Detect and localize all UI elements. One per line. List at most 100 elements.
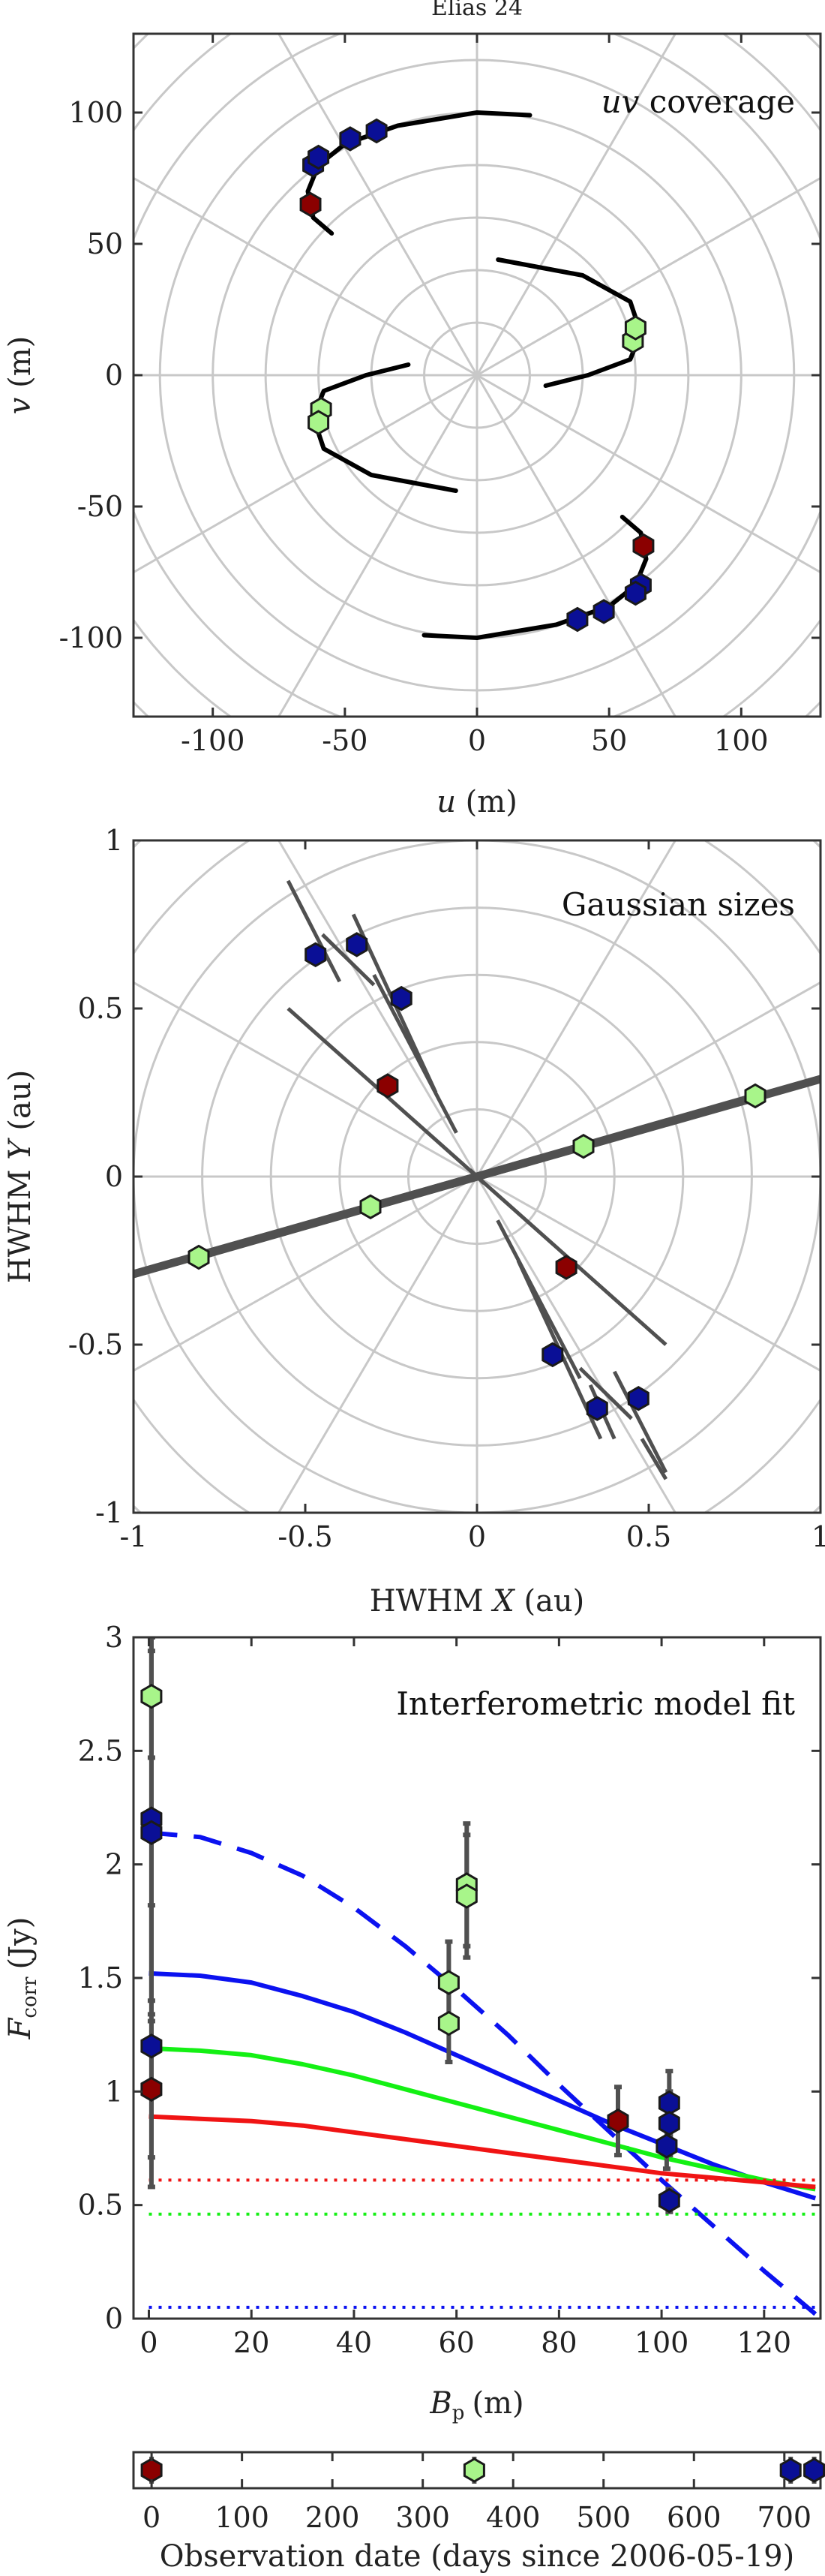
sizes-point-blue bbox=[627, 1385, 650, 1411]
uv-y-axis-var: v bbox=[3, 397, 38, 414]
fit-point-green bbox=[455, 1883, 478, 1909]
sizes-point-blue bbox=[346, 932, 368, 957]
uv-x-ticks: -100 -50 0 50 100 bbox=[181, 34, 769, 757]
sizes-error-line bbox=[321, 933, 376, 987]
fit-x-ticks: 0 20 40 60 80 100 120 bbox=[140, 1637, 791, 2359]
fit-y-tick-label: 0 bbox=[105, 2302, 123, 2335]
dates-x-tick-label: 400 bbox=[486, 2501, 541, 2534]
sizes-point-blue bbox=[390, 985, 412, 1011]
uv-point-red bbox=[299, 191, 322, 218]
sizes-y-axis-var: Y bbox=[3, 1138, 38, 1160]
uv-y-tick-label: -50 bbox=[77, 490, 123, 523]
fit-x-tick-label: 0 bbox=[140, 2326, 158, 2359]
fit-points bbox=[140, 1683, 680, 2214]
sizes-x-axis-unit: (au) bbox=[524, 1584, 584, 1619]
sizes-point-blue bbox=[542, 1342, 564, 1368]
dates-points bbox=[140, 2457, 825, 2484]
uv-y-tick-label: 50 bbox=[87, 227, 123, 260]
fit-y-ticks: 0 0.5 1 1.5 2 2.5 3 bbox=[78, 1621, 820, 2335]
uv-x-tick-label: 0 bbox=[468, 724, 486, 757]
uv-point-red bbox=[632, 533, 655, 559]
sizes-point-blue bbox=[586, 1396, 608, 1421]
uv-point-blue bbox=[566, 606, 589, 633]
uv-y-ticks: -100 -50 0 50 100 bbox=[59, 96, 820, 654]
dates-x-tick-label: 700 bbox=[758, 2501, 812, 2534]
fit-x-axis-unit: (m) bbox=[472, 2386, 524, 2421]
uv-point-blue bbox=[365, 118, 388, 144]
uv-point-blue bbox=[339, 126, 362, 152]
sizes-panel: -1 -0.5 0 0.5 1 -1 -0.5 0 0.5 1 Gaussian sizes H… bbox=[3, 824, 825, 1619]
dates-x-tick-label: 0 bbox=[142, 2501, 160, 2534]
fit-y-axis-unit: (Jy) bbox=[3, 1917, 38, 1970]
uv-x-axis-unit: (m) bbox=[466, 785, 518, 819]
uv-y-tick-label: 100 bbox=[68, 96, 123, 129]
sizes-error-line bbox=[612, 1370, 668, 1474]
fit-curve-blue-solid bbox=[148, 1970, 817, 2201]
figure-title: Elias 24 bbox=[431, 0, 523, 21]
sizes-x-tick-label: -1 bbox=[119, 1520, 147, 1553]
sizes-error-line bbox=[640, 1438, 668, 1480]
uv-y-axis-label: v (m) bbox=[3, 336, 38, 414]
sizes-points bbox=[188, 932, 766, 1421]
uv-point-blue bbox=[592, 599, 615, 624]
uv-x-axis-var: u bbox=[436, 785, 456, 819]
sizes-error-line bbox=[578, 1366, 633, 1420]
fit-point-green bbox=[437, 2010, 460, 2036]
fit-x-axis-label: Bp (m) bbox=[429, 2386, 524, 2424]
dates-x-ticks: 0 100 200 300 400 500 600 700 bbox=[142, 2452, 812, 2534]
sizes-y-ticks: -1 -0.5 0 0.5 1 bbox=[68, 824, 820, 1529]
sizes-y-tick-label: -1 bbox=[95, 1496, 123, 1529]
sizes-error-line bbox=[372, 974, 458, 1134]
uv-polar-grid bbox=[134, 34, 820, 717]
uv-y-tick-label: -100 bbox=[59, 621, 123, 654]
fit-curves bbox=[148, 1830, 818, 2316]
fit-y-tick-label: 2 bbox=[105, 1848, 123, 1881]
sizes-x-tick-label: 1 bbox=[812, 1520, 825, 1553]
uv-x-tick-label: 100 bbox=[714, 724, 769, 757]
sizes-x-tick-label: 0 bbox=[468, 1520, 486, 1553]
sizes-y-tick-label: -0.5 bbox=[68, 1328, 123, 1361]
sizes-point-green bbox=[359, 1194, 382, 1220]
uv-annotation-text: coverage bbox=[650, 83, 795, 120]
fit-y-axis-label: Fcorr (Jy) bbox=[3, 1917, 41, 2040]
sizes-point-green bbox=[188, 1244, 210, 1270]
sizes-x-tick-label: 0.5 bbox=[626, 1520, 671, 1553]
sizes-error-line bbox=[469, 1168, 485, 1185]
dates-panel: 0 100 200 300 400 500 600 700 Observation date … bbox=[132, 2451, 825, 2574]
sizes-y-axis-label: HWHM Y (au) bbox=[3, 1070, 38, 1284]
sizes-y-tick-label: 0.5 bbox=[78, 992, 123, 1025]
fit-x-tick-label: 60 bbox=[438, 2326, 474, 2359]
sizes-x-axis-prefix: HWHM bbox=[370, 1584, 484, 1619]
uv-x-tick-label: -50 bbox=[322, 724, 368, 757]
fit-point-red bbox=[140, 2076, 163, 2103]
sizes-point-green bbox=[744, 1083, 766, 1109]
fit-x-axis-sub: p bbox=[452, 2402, 465, 2424]
sizes-y-tick-label: 0 bbox=[105, 1160, 123, 1193]
sizes-error-line bbox=[496, 1219, 582, 1379]
dates-point-blue bbox=[779, 2457, 802, 2483]
dates-x-tick-label: 600 bbox=[667, 2501, 722, 2534]
fit-curve-green-solid bbox=[148, 2045, 816, 2192]
sizes-x-ticks: -1 -0.5 0 0.5 1 bbox=[119, 840, 825, 1553]
sizes-x-axis-var: X bbox=[490, 1584, 515, 1619]
fit-point-red bbox=[607, 2108, 629, 2134]
uv-point-green bbox=[308, 410, 330, 435]
fit-x-tick-label: 20 bbox=[233, 2326, 269, 2359]
uv-point-blue bbox=[624, 580, 646, 606]
fit-curve-blue-dashed bbox=[148, 1830, 818, 2316]
fit-x-tick-label: 80 bbox=[541, 2326, 577, 2359]
sizes-annotation: Gaussian sizes bbox=[562, 886, 795, 923]
sizes-y-tick-label: 1 bbox=[105, 824, 123, 857]
fit-y-axis-sub: corr bbox=[19, 1976, 41, 2018]
fit-point-green bbox=[140, 1683, 163, 1709]
uv-annotation: uv coverage bbox=[602, 83, 795, 120]
fit-y-tick-label: 3 bbox=[105, 1621, 123, 1654]
sizes-point-red bbox=[376, 1073, 399, 1099]
sizes-point-green bbox=[572, 1133, 595, 1159]
fit-annotation: Interferometric model fit bbox=[396, 1685, 795, 1722]
dates-point-green bbox=[463, 2457, 485, 2483]
uv-x-tick-label: 50 bbox=[591, 724, 627, 757]
fit-point-blue bbox=[658, 2110, 680, 2136]
dates-x-tick-label: 100 bbox=[214, 2501, 269, 2534]
dates-point-blue bbox=[803, 2457, 825, 2483]
